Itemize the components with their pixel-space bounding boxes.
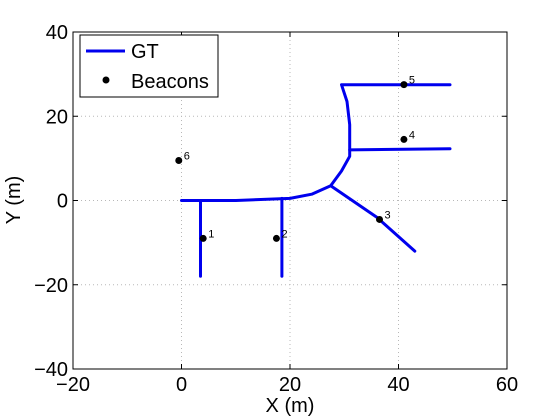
beacon-point [272,234,280,242]
beacon-point [400,135,408,143]
x-tick-label: 0 [176,374,187,396]
y-tick-label: −40 [34,359,68,381]
gt-path [329,184,417,253]
grid [73,32,507,369]
y-tick-label: 40 [46,22,68,44]
y-tick-label: −20 [34,275,68,297]
beacon-point [400,81,408,89]
beacon-label: 3 [385,209,391,221]
beacon-label: 5 [409,75,415,87]
legend-gt-label: GT [131,41,159,63]
beacon-label: 1 [208,228,214,240]
x-axis-label: X (m) [266,395,315,417]
legend: GT Beacons [79,34,219,98]
x-tick-label: 60 [496,374,518,396]
gt-path [348,147,452,152]
beacon-label: 4 [409,129,415,141]
x-tick-label: 20 [279,374,301,396]
y-tick-label: 20 [46,106,68,128]
y-tick-label: 0 [57,191,68,213]
beacon-label: 2 [281,228,287,240]
gt-path [180,83,452,202]
beacon-point [199,234,207,242]
beacon-label: 6 [184,150,190,162]
legend-beacons-label: Beacons [131,71,209,93]
x-tick-label: 40 [387,374,409,396]
y-axis-label: Y (m) [3,176,25,225]
beacon-point [175,156,183,164]
legend-beacons-swatch [102,76,110,84]
beacon-point [376,215,384,223]
x-tick-label: −20 [56,374,90,396]
data-layer: 1 2 3 4 5 6 [175,75,452,278]
legend-box [79,34,219,98]
